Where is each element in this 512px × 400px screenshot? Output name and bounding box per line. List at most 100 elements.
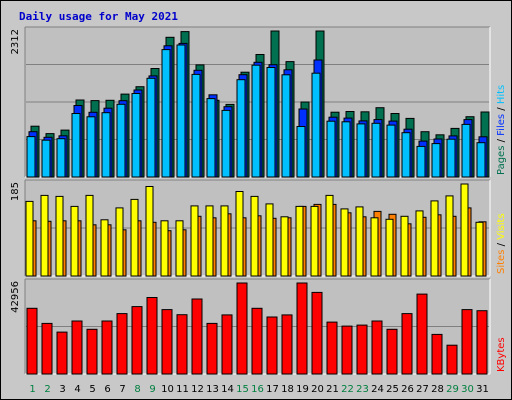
bar-visits-day-13 (205, 205, 214, 277)
bar-hits-day-28 (431, 143, 441, 178)
bar-kbytes-day-25 (386, 328, 398, 375)
bar-visits-day-6 (100, 219, 109, 277)
bar-kbytes-day-18 (281, 314, 293, 375)
day-label-31: 31 (476, 384, 489, 395)
bar-visits-day-14 (220, 205, 229, 277)
bar-kbytes-day-22 (341, 325, 353, 375)
bar-visits-day-15 (235, 191, 244, 277)
day-label-25: 25 (386, 384, 399, 395)
bar-kbytes-day-31 (476, 310, 488, 375)
day-label-9: 9 (149, 384, 155, 395)
bar-kbytes-day-27 (416, 293, 428, 375)
day-label-11: 11 (176, 384, 189, 395)
day-label-15: 15 (236, 384, 249, 395)
bar-visits-day-21 (325, 194, 334, 277)
day-label-23: 23 (356, 384, 369, 395)
bar-hits-day-30 (461, 123, 471, 178)
day-label-10: 10 (161, 384, 174, 395)
bar-hits-day-18 (281, 74, 291, 178)
bar-visits-day-11 (175, 220, 184, 277)
day-label-17: 17 (266, 384, 279, 395)
visits-sites-ymax-label: 185 (10, 182, 21, 201)
bar-kbytes-day-3 (56, 331, 68, 375)
bar-hits-day-12 (191, 73, 201, 178)
day-label-16: 16 (251, 384, 264, 395)
bar-visits-day-24 (370, 217, 379, 277)
bar-kbytes-day-23 (356, 324, 368, 375)
bar-visits-day-22 (340, 208, 349, 277)
day-label-24: 24 (371, 384, 384, 395)
bar-kbytes-day-24 (371, 320, 383, 375)
kbytes-ymax-label: 42956 (10, 281, 21, 313)
bar-hits-day-4 (71, 113, 81, 178)
legend-sites: Sites (496, 250, 507, 274)
day-label-13: 13 (206, 384, 219, 395)
day-label-14: 14 (221, 384, 234, 395)
bar-hits-day-11 (176, 44, 186, 178)
bar-hits-day-6 (101, 112, 111, 178)
bar-kbytes-day-11 (176, 314, 188, 375)
legend-kbytes: KBytes (496, 337, 507, 372)
bar-kbytes-day-13 (206, 322, 218, 375)
legend-hits: Hits (496, 85, 507, 104)
kbytes-panel: 42956 KBytes (10, 278, 507, 375)
bar-hits-day-10 (161, 49, 171, 178)
bar-kbytes-day-21 (326, 321, 338, 375)
day-label-22: 22 (341, 384, 354, 395)
bar-visits-day-1 (25, 200, 34, 277)
bar-visits-day-31 (475, 221, 484, 277)
bar-visits-day-3 (55, 195, 64, 277)
day-label-3: 3 (59, 384, 65, 395)
day-label-5: 5 (89, 384, 95, 395)
bar-hits-day-3 (56, 138, 66, 178)
bar-hits-day-23 (356, 123, 366, 178)
day-label-8: 8 (134, 384, 140, 395)
bar-kbytes-day-8 (131, 306, 143, 375)
bar-visits-day-18 (280, 216, 289, 277)
bar-kbytes-day-2 (41, 322, 53, 375)
bar-hits-day-31 (476, 142, 486, 178)
legend-separator: / (496, 136, 507, 146)
bar-visits-day-25 (385, 218, 394, 277)
bar-visits-day-2 (40, 194, 49, 277)
day-label-26: 26 (401, 384, 414, 395)
bar-kbytes-day-20 (311, 291, 323, 375)
bar-kbytes-day-17 (266, 316, 278, 375)
bar-hits-day-9 (146, 77, 156, 178)
day-label-20: 20 (311, 384, 324, 395)
kbytes-legend: KBytes (496, 337, 507, 372)
legend-separator: / (496, 240, 507, 250)
legend-visits: Visits (496, 213, 507, 240)
bar-kbytes-day-10 (161, 309, 173, 375)
bar-hits-day-16 (251, 64, 261, 178)
bar-visits-day-16 (250, 195, 259, 277)
bar-visits-day-17 (265, 203, 274, 277)
bar-visits-day-9 (145, 186, 154, 277)
bar-hits-day-1 (26, 136, 36, 178)
visits-sites-legend: Sites / Visits (496, 213, 507, 274)
day-label-21: 21 (326, 384, 339, 395)
legend-pages: Pages (496, 146, 507, 175)
bar-hits-day-22 (341, 121, 351, 178)
bar-hits-day-25 (386, 124, 396, 178)
day-label-4: 4 (74, 384, 80, 395)
bar-hits-day-27 (416, 145, 426, 178)
bar-hits-day-29 (446, 138, 456, 178)
day-label-29: 29 (446, 384, 459, 395)
day-label-27: 27 (416, 384, 429, 395)
day-label-7: 7 (119, 384, 125, 395)
day-label-28: 28 (431, 384, 444, 395)
day-label-1: 1 (29, 384, 35, 395)
bar-kbytes-day-1 (26, 307, 38, 375)
bar-hits-day-7 (116, 103, 126, 178)
bar-hits-day-15 (236, 79, 246, 178)
bar-visits-day-7 (115, 207, 124, 277)
bar-visits-day-8 (130, 198, 139, 277)
bar-kbytes-day-28 (431, 333, 443, 375)
bar-kbytes-day-7 (116, 313, 128, 375)
bar-hits-day-14 (221, 109, 231, 178)
bar-kbytes-day-29 (446, 344, 458, 375)
bar-hits-day-2 (41, 139, 51, 178)
day-label-19: 19 (296, 384, 309, 395)
